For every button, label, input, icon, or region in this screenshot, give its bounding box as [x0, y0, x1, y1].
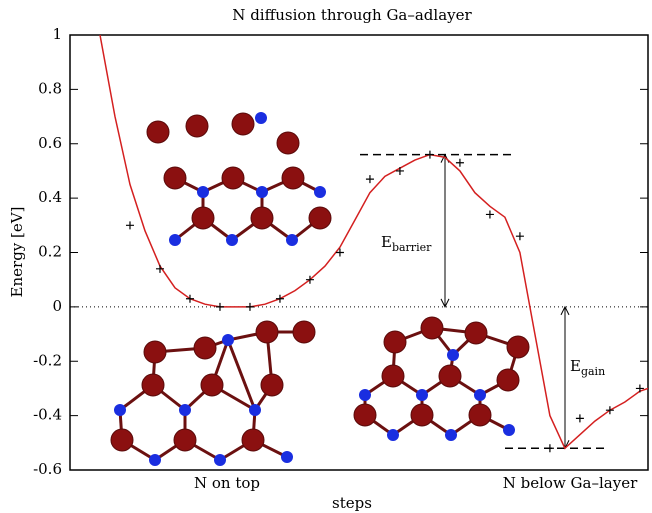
state-label: N on top [194, 474, 260, 492]
structure-top-left [147, 112, 331, 246]
gain-label: Egain [570, 357, 605, 378]
point-marker [636, 384, 644, 392]
point-marker [546, 444, 554, 452]
energy-curve [100, 35, 648, 448]
point-marker [276, 295, 284, 303]
y-axis-label: Energy [eV] [8, 207, 26, 298]
point-marker [156, 265, 164, 273]
point-marker [246, 303, 254, 311]
point-marker [216, 303, 224, 311]
plot-frame [70, 35, 648, 470]
gain-symbol: E [570, 357, 581, 375]
y-tick-label: 0.6 [38, 134, 62, 152]
chart: N diffusion through Ga–adlayer steps Ene… [0, 0, 652, 513]
state-label: N below Ga–layer [503, 474, 638, 492]
point-marker [456, 159, 464, 167]
y-tick-label: 0.8 [38, 79, 62, 97]
y-tick-label: 0.2 [38, 243, 62, 261]
point-marker [486, 210, 494, 218]
barrier-label: Ebarrier [381, 233, 432, 254]
point-marker [516, 232, 524, 240]
barrier-symbol: E [381, 233, 392, 251]
y-tick-label: -0.6 [33, 460, 62, 478]
structure-bottom-right [354, 317, 529, 441]
x-axis-label: steps [332, 494, 372, 512]
structure-bottom-left [111, 321, 315, 466]
y-tick-label: -0.2 [33, 351, 62, 369]
chart-title: N diffusion through Ga–adlayer [232, 6, 472, 24]
point-marker [126, 221, 134, 229]
y-tick-label: 0 [52, 297, 62, 315]
y-tick-label: 0.4 [38, 188, 62, 206]
barrier-subscript: barrier [392, 241, 432, 254]
point-marker [576, 414, 584, 422]
point-marker [366, 175, 374, 183]
point-marker [426, 151, 434, 159]
gain-subscript: gain [581, 365, 605, 378]
y-tick-label: -0.4 [33, 406, 62, 424]
y-tick-label: 1 [52, 25, 62, 43]
point-marker [396, 167, 404, 175]
